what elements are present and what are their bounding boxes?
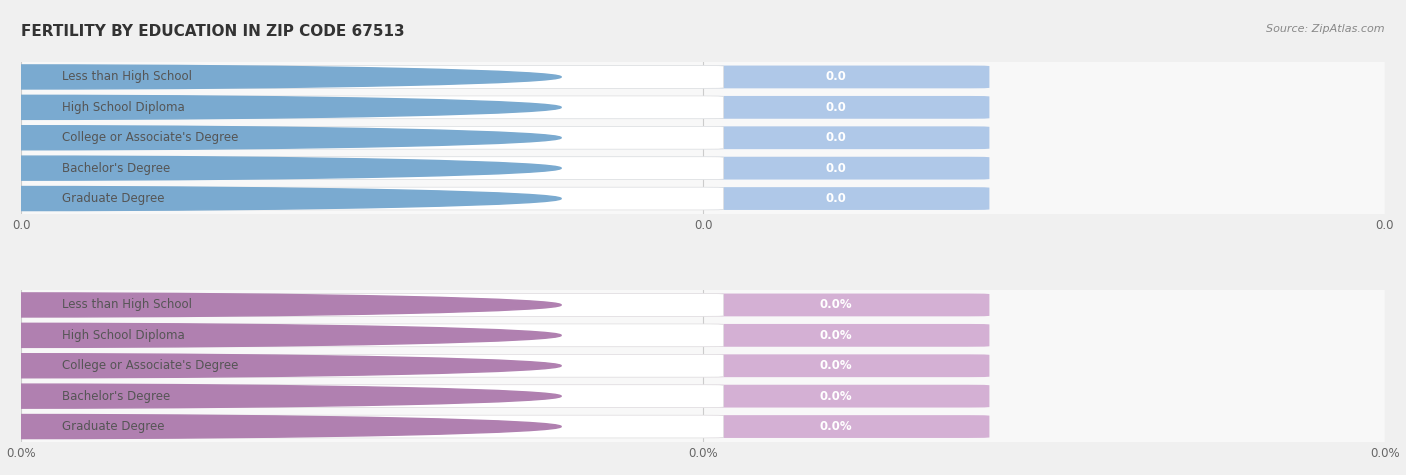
FancyBboxPatch shape xyxy=(0,354,724,377)
FancyBboxPatch shape xyxy=(0,187,990,210)
Circle shape xyxy=(0,293,561,317)
Text: 0.0: 0.0 xyxy=(825,162,846,175)
Text: College or Associate's Degree: College or Associate's Degree xyxy=(62,359,239,372)
FancyBboxPatch shape xyxy=(0,96,724,119)
Text: 0.0%: 0.0% xyxy=(820,329,852,342)
Text: 0.0%: 0.0% xyxy=(820,298,852,312)
Circle shape xyxy=(0,126,561,150)
FancyBboxPatch shape xyxy=(0,324,724,347)
Text: Bachelor's Degree: Bachelor's Degree xyxy=(62,162,170,175)
Circle shape xyxy=(0,65,561,89)
FancyBboxPatch shape xyxy=(0,66,724,88)
Text: 0.0: 0.0 xyxy=(825,101,846,114)
Text: 0.0: 0.0 xyxy=(825,70,846,84)
Text: High School Diploma: High School Diploma xyxy=(62,101,184,114)
FancyBboxPatch shape xyxy=(0,157,724,180)
Circle shape xyxy=(0,384,561,408)
Circle shape xyxy=(0,95,561,119)
Text: High School Diploma: High School Diploma xyxy=(62,329,184,342)
Text: Graduate Degree: Graduate Degree xyxy=(62,192,165,205)
Circle shape xyxy=(0,187,561,210)
FancyBboxPatch shape xyxy=(0,96,990,119)
Text: 0.0: 0.0 xyxy=(825,192,846,205)
FancyBboxPatch shape xyxy=(0,415,724,438)
Circle shape xyxy=(0,415,561,438)
Text: Graduate Degree: Graduate Degree xyxy=(62,420,165,433)
Text: Bachelor's Degree: Bachelor's Degree xyxy=(62,390,170,403)
FancyBboxPatch shape xyxy=(0,157,990,180)
Text: Source: ZipAtlas.com: Source: ZipAtlas.com xyxy=(1267,24,1385,34)
FancyBboxPatch shape xyxy=(0,354,990,377)
Text: Less than High School: Less than High School xyxy=(62,70,193,84)
Text: Less than High School: Less than High School xyxy=(62,298,193,312)
FancyBboxPatch shape xyxy=(0,126,724,149)
FancyBboxPatch shape xyxy=(0,66,990,88)
FancyBboxPatch shape xyxy=(0,415,990,438)
Text: College or Associate's Degree: College or Associate's Degree xyxy=(62,131,239,144)
Circle shape xyxy=(0,354,561,378)
FancyBboxPatch shape xyxy=(0,126,990,149)
Text: 0.0: 0.0 xyxy=(825,131,846,144)
FancyBboxPatch shape xyxy=(0,385,990,408)
Circle shape xyxy=(0,156,561,180)
Text: 0.0%: 0.0% xyxy=(820,359,852,372)
FancyBboxPatch shape xyxy=(0,187,724,210)
Text: 0.0%: 0.0% xyxy=(820,420,852,433)
FancyBboxPatch shape xyxy=(0,294,990,316)
FancyBboxPatch shape xyxy=(0,324,990,347)
Text: FERTILITY BY EDUCATION IN ZIP CODE 67513: FERTILITY BY EDUCATION IN ZIP CODE 67513 xyxy=(21,24,405,39)
FancyBboxPatch shape xyxy=(0,385,724,408)
Circle shape xyxy=(0,323,561,347)
FancyBboxPatch shape xyxy=(0,294,724,316)
Text: 0.0%: 0.0% xyxy=(820,390,852,403)
